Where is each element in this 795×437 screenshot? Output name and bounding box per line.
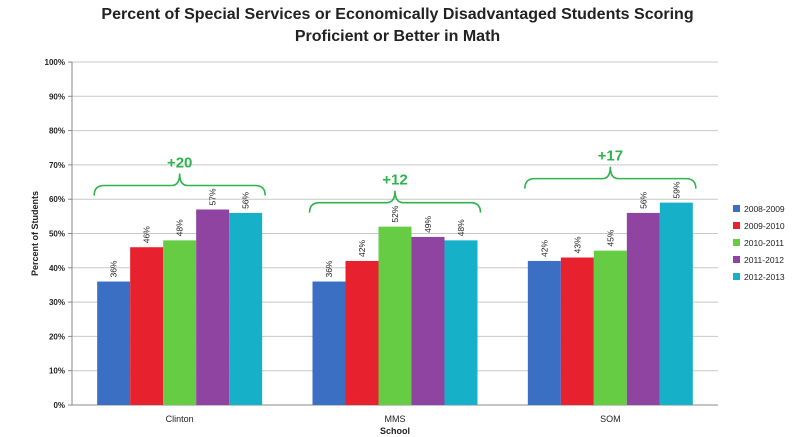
bar (312, 281, 346, 405)
bar (560, 257, 594, 405)
y-tick-label: 50% (49, 230, 65, 239)
data-label: 52% (390, 205, 400, 222)
bar (229, 212, 263, 405)
y-tick-label: 0% (53, 401, 65, 410)
bar (659, 202, 693, 405)
data-label: 59% (671, 181, 681, 198)
improvement-annotation: +17 (598, 148, 623, 165)
y-tick-label: 100% (45, 58, 65, 67)
legend-label: 2009-2010 (744, 221, 785, 231)
bar (130, 247, 164, 405)
y-tick-label: 30% (49, 298, 65, 307)
bar (626, 212, 660, 405)
legend: 2008-2009 2009-2010 2010-2011 2011-2012 2012… (733, 204, 785, 282)
data-label: 42% (357, 239, 367, 256)
bar (378, 226, 412, 405)
legend-swatch (733, 205, 740, 212)
y-tick-label: 70% (49, 161, 65, 170)
legend-swatch (733, 239, 740, 246)
bar (593, 250, 627, 405)
annotation-brackets: +20 +12 +17 (93, 148, 697, 213)
data-label: 48% (456, 219, 466, 236)
data-label: 36% (109, 260, 119, 277)
data-label: 42% (539, 239, 549, 256)
legend-swatch (733, 256, 740, 263)
y-tick-label: 10% (49, 367, 65, 376)
data-label: 45% (605, 229, 615, 246)
bar (444, 240, 478, 405)
category-label: SOM (600, 414, 621, 424)
data-label: 36% (324, 260, 334, 277)
legend-swatch (733, 222, 740, 229)
bar (163, 240, 197, 405)
data-label: 48% (175, 219, 185, 236)
data-label: 49% (423, 215, 433, 232)
category-label: MMS (385, 414, 406, 424)
category-labels: Clinton MMS SOM (166, 414, 621, 424)
category-label: Clinton (166, 414, 194, 424)
improvement-annotation: +12 (382, 172, 407, 189)
curly-brace (524, 166, 697, 189)
data-label: 57% (208, 188, 218, 205)
legend-label: 2008-2009 (744, 204, 785, 214)
curly-brace (308, 190, 482, 213)
bar (97, 281, 131, 405)
legend-label: 2012-2013 (744, 272, 785, 282)
data-label: 56% (241, 191, 251, 208)
chart-title-line2: Proficient or Better in Math (294, 28, 501, 45)
bar (196, 209, 230, 405)
improvement-annotation: +20 (167, 154, 192, 171)
legend-swatch (733, 273, 740, 280)
data-label: 56% (638, 191, 648, 208)
y-axis-title: Percent of Students (30, 191, 40, 276)
legend-label: 2011-2012 (744, 255, 784, 265)
data-label: 43% (572, 236, 582, 253)
chart-title: Percent of Special Services or Economica… (0, 4, 795, 48)
chart-title-line1: Percent of Special Services or Economica… (101, 6, 694, 23)
y-tick-label: 60% (49, 195, 65, 204)
curly-brace (93, 173, 266, 196)
y-tick-label: 80% (49, 127, 65, 136)
bars (97, 202, 693, 405)
y-tick-label: 20% (49, 332, 65, 341)
legend-label: 2010-2011 (744, 238, 784, 248)
bar (345, 260, 379, 405)
bar (527, 260, 561, 405)
bar (411, 236, 445, 405)
data-label: 46% (142, 226, 152, 243)
y-tick-labels: 0% 10% 20% 30% 40% 50% 60% 70% 80% 90% 100% (45, 58, 65, 410)
data-labels: 36% 46% 48% 57% 56% 36% 42% 52% 49% 48% 42% 43% 45% 5… (109, 181, 682, 277)
y-tick-label: 40% (49, 264, 65, 273)
x-axis-title: School (380, 426, 410, 436)
y-tick-label: 90% (49, 92, 65, 101)
